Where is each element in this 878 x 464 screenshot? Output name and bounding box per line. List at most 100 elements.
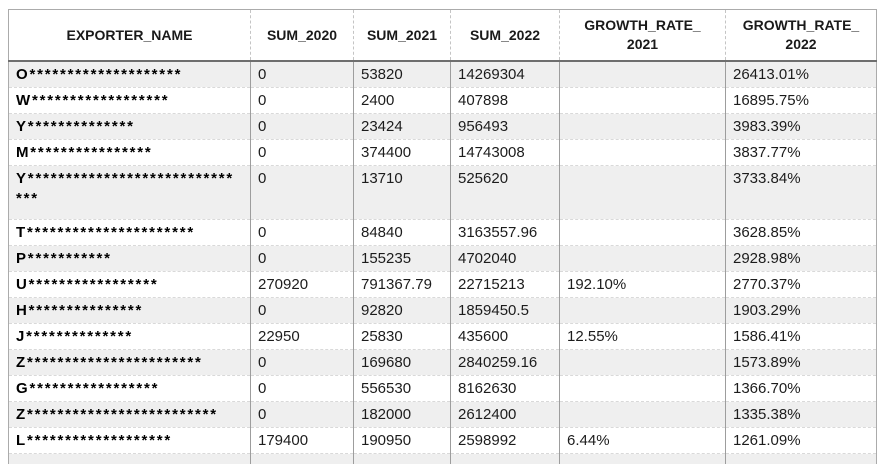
cell-sum-2021[interactable]: 84840 xyxy=(354,220,451,246)
cell-exporter-name[interactable]: M**************** xyxy=(9,140,251,166)
cell-sum-2020[interactable]: 0 xyxy=(251,402,354,428)
cell-sum-2022[interactable]: 435600 xyxy=(451,324,560,350)
cell-exporter-name[interactable]: Z************************* xyxy=(9,402,251,428)
table-row: J************** 22950 25830 435600 12.55… xyxy=(9,324,877,350)
cell-sum-2020[interactable]: 22950 xyxy=(251,324,354,350)
cell-sum-2021[interactable]: 169680 xyxy=(354,350,451,376)
cell-growth-rate-2021[interactable] xyxy=(560,350,726,376)
cell-growth-rate-2022[interactable]: 3837.77% xyxy=(726,140,877,166)
cell-exporter-name[interactable]: O******************** xyxy=(9,61,251,88)
cell-growth-rate-2021[interactable]: 192.10% xyxy=(560,272,726,298)
cell-growth-rate-2022[interactable]: 1261.09% xyxy=(726,428,877,454)
cell-growth-rate-2021[interactable] xyxy=(560,61,726,88)
cell-sum-2021[interactable]: 53820 xyxy=(354,61,451,88)
cell-sum-2020[interactable]: 0 xyxy=(251,298,354,324)
cell-growth-rate-2021[interactable] xyxy=(560,220,726,246)
cell-growth-rate-2022[interactable]: 3628.85% xyxy=(726,220,877,246)
cell-sum-2022[interactable]: 525620 xyxy=(451,166,560,220)
cell-exporter-name[interactable]: U***************** xyxy=(9,272,251,298)
cell-sum-2021[interactable]: 25830 xyxy=(354,324,451,350)
column-header-sum-2020[interactable]: SUM_2020 xyxy=(251,10,354,62)
cell-sum-2021[interactable]: 791367.79 xyxy=(354,272,451,298)
cell-sum-2020[interactable]: 0 xyxy=(251,88,354,114)
cell-sum-2022[interactable]: 14743008 xyxy=(451,140,560,166)
cell-sum-2021[interactable]: 155235 xyxy=(354,246,451,272)
table-header-row: EXPORTER_NAME SUM_2020 SUM_2021 SUM_2022… xyxy=(9,10,877,62)
column-header-sum-2022[interactable]: SUM_2022 xyxy=(451,10,560,62)
cell-sum-2020[interactable]: 0 xyxy=(251,114,354,140)
cell-growth-rate-2022[interactable]: 26413.01% xyxy=(726,61,877,88)
table-row: P*********** 0 155235 4702040 2928.98% xyxy=(9,246,877,272)
cell-sum-2022[interactable]: 14269304 xyxy=(451,61,560,88)
cell-exporter-name[interactable]: H*************** xyxy=(9,298,251,324)
cell-exporter-name[interactable]: T********************** xyxy=(9,220,251,246)
cell-exporter-name[interactable]: Y************** xyxy=(9,114,251,140)
cell-sum-2020[interactable]: 179400 xyxy=(251,428,354,454)
cell-sum-2021[interactable]: 2400 xyxy=(354,88,451,114)
cell-growth-rate-2021[interactable] xyxy=(560,298,726,324)
cell-sum-2021[interactable]: 13710 xyxy=(354,166,451,220)
table-row: U***************** 270920 791367.79 2271… xyxy=(9,272,877,298)
cell-growth-rate-2022[interactable]: 1366.70% xyxy=(726,376,877,402)
column-header-sum-2021[interactable]: SUM_2021 xyxy=(354,10,451,62)
table-row: Y****************************** 0 13710 … xyxy=(9,166,877,220)
column-header-growth-rate-2022[interactable]: GROWTH_RATE_ 2022 xyxy=(726,10,877,62)
cell-exporter-name[interactable]: P*********** xyxy=(9,246,251,272)
cell-sum-2021[interactable]: 23424 xyxy=(354,114,451,140)
cell-sum-2020[interactable]: 0 xyxy=(251,140,354,166)
cell-sum-2022[interactable]: 1859450.5 xyxy=(451,298,560,324)
cell-growth-rate-2021[interactable] xyxy=(560,140,726,166)
cell-exporter-name[interactable]: G***************** xyxy=(9,376,251,402)
cell-sum-2022[interactable]: 2612400 xyxy=(451,402,560,428)
cell-sum-2022[interactable]: 8162630 xyxy=(451,376,560,402)
cell-growth-rate-2021[interactable]: 6.44% xyxy=(560,428,726,454)
table-row: Y************** 0 23424 956493 3983.39% xyxy=(9,114,877,140)
cell-growth-rate-2022[interactable]: 16895.75% xyxy=(726,88,877,114)
cell-exporter-name[interactable]: J************** xyxy=(9,324,251,350)
cell-growth-rate-2021[interactable] xyxy=(560,376,726,402)
cell-growth-rate-2021[interactable] xyxy=(560,246,726,272)
cell-exporter-name[interactable]: Z*********************** xyxy=(9,350,251,376)
cell-sum-2020[interactable]: 0 xyxy=(251,220,354,246)
cell-growth-rate-2022[interactable]: 2928.98% xyxy=(726,246,877,272)
cell-exporter-name[interactable]: L******************* xyxy=(9,428,251,454)
cell-growth-rate-2021[interactable] xyxy=(560,114,726,140)
table-row: O******************** 0 53820 14269304 2… xyxy=(9,61,877,88)
table-row: Z*********************** 0 169680 284025… xyxy=(9,350,877,376)
cell-growth-rate-2022[interactable]: 1573.89% xyxy=(726,350,877,376)
cell-growth-rate-2022[interactable]: 1586.41% xyxy=(726,324,877,350)
cell-sum-2020[interactable]: 0 xyxy=(251,246,354,272)
cell-sum-2020[interactable]: 270920 xyxy=(251,272,354,298)
cell-growth-rate-2022[interactable]: 3733.84% xyxy=(726,166,877,220)
cell-sum-2022[interactable]: 2840259.16 xyxy=(451,350,560,376)
cell-sum-2022[interactable]: 2598992 xyxy=(451,428,560,454)
column-header-growth-rate-2021[interactable]: GROWTH_RATE_ 2021 xyxy=(560,10,726,62)
column-header-exporter-name[interactable]: EXPORTER_NAME xyxy=(9,10,251,62)
cell-growth-rate-2022[interactable]: 1903.29% xyxy=(726,298,877,324)
cell-sum-2021[interactable]: 556530 xyxy=(354,376,451,402)
cell-sum-2022[interactable]: 3163557.96 xyxy=(451,220,560,246)
cell-sum-2020[interactable]: 0 xyxy=(251,350,354,376)
cell-exporter-name[interactable]: W****************** xyxy=(9,88,251,114)
exporters-growth-table: EXPORTER_NAME SUM_2020 SUM_2021 SUM_2022… xyxy=(8,9,877,464)
cell-growth-rate-2022[interactable]: 2770.37% xyxy=(726,272,877,298)
cell-exporter-name[interactable]: Y****************************** xyxy=(9,166,251,220)
cell-growth-rate-2022[interactable]: 1335.38% xyxy=(726,402,877,428)
cell-sum-2022[interactable]: 407898 xyxy=(451,88,560,114)
cell-sum-2020[interactable]: 0 xyxy=(251,376,354,402)
cell-growth-rate-2022[interactable]: 3983.39% xyxy=(726,114,877,140)
cell-sum-2022[interactable]: 956493 xyxy=(451,114,560,140)
cell-sum-2021[interactable]: 190950 xyxy=(354,428,451,454)
table-row: M**************** 0 374400 14743008 3837… xyxy=(9,140,877,166)
cell-sum-2021[interactable]: 92820 xyxy=(354,298,451,324)
cell-growth-rate-2021[interactable] xyxy=(560,166,726,220)
cell-sum-2021[interactable]: 182000 xyxy=(354,402,451,428)
cell-sum-2020[interactable]: 0 xyxy=(251,61,354,88)
cell-sum-2021[interactable]: 374400 xyxy=(354,140,451,166)
cell-growth-rate-2021[interactable] xyxy=(560,88,726,114)
cell-sum-2022[interactable]: 22715213 xyxy=(451,272,560,298)
cell-sum-2022[interactable]: 4702040 xyxy=(451,246,560,272)
cell-growth-rate-2021[interactable]: 12.55% xyxy=(560,324,726,350)
cell-sum-2020[interactable]: 0 xyxy=(251,166,354,220)
cell-growth-rate-2021[interactable] xyxy=(560,402,726,428)
